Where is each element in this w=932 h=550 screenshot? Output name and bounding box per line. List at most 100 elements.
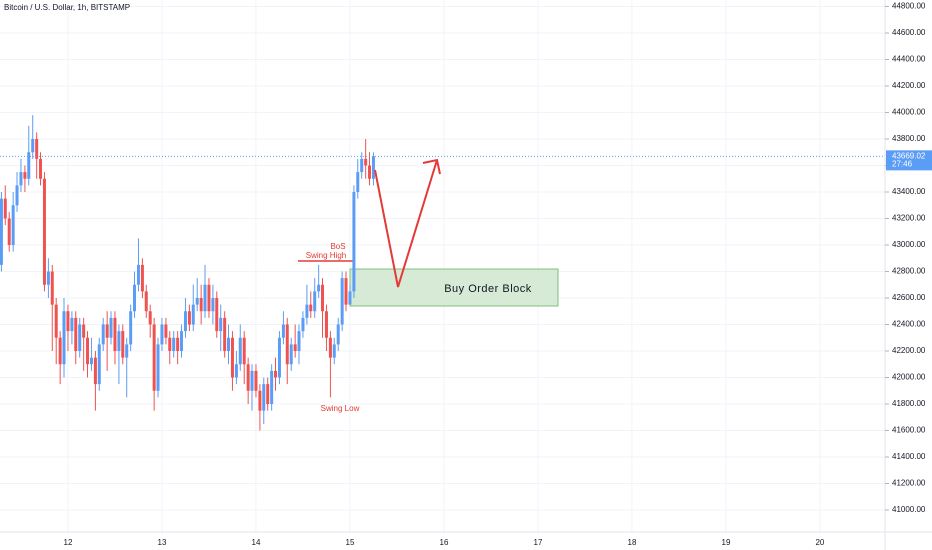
candle-body [164, 324, 168, 338]
candle-body [371, 156, 375, 179]
y-tick-label: 43800.00 [892, 134, 926, 143]
candle-body [321, 284, 325, 312]
candle-body [297, 331, 301, 352]
candle-body [328, 337, 332, 358]
y-tick-label: 41800.00 [892, 399, 926, 408]
y-tick-label: 42600.00 [892, 293, 926, 302]
candle-body [39, 158, 43, 179]
candle-body [70, 317, 74, 332]
candle-body [250, 370, 254, 391]
candle-body [23, 172, 27, 179]
candle-body [180, 331, 184, 352]
candle-body [281, 324, 285, 338]
x-tick-label: 16 [440, 538, 449, 547]
candle-body [191, 304, 195, 325]
candle-body [3, 198, 7, 219]
candle-body [82, 324, 86, 338]
candle-body [301, 317, 305, 332]
candle-body [340, 278, 344, 325]
candle-body [203, 284, 207, 312]
candle-body [109, 317, 113, 338]
candle-body [242, 337, 246, 365]
candle-body [348, 291, 352, 305]
y-tick-label: 44400.00 [892, 55, 926, 64]
axes: 41000.00 41200.00 41400.00 41600.00 41800.00… [64, 2, 932, 547]
candle-body [368, 165, 372, 179]
candle-body [101, 324, 105, 345]
candle-body [289, 344, 293, 365]
x-tick-label: 15 [346, 538, 355, 547]
candle-body [15, 185, 19, 206]
last-price-box [886, 150, 932, 171]
order-block-zone [349, 268, 559, 307]
x-tick-label: 14 [252, 538, 261, 547]
candle-body [129, 311, 133, 345]
order-block-label: Buy Order Block [444, 283, 532, 295]
candle-body [176, 337, 180, 352]
candle-body [0, 198, 3, 265]
countdown-label: 27:46 [892, 159, 913, 168]
candle-body [117, 331, 121, 352]
candle-body [66, 311, 70, 332]
candle-body [86, 337, 90, 365]
candle-body [89, 357, 93, 365]
candle-body [238, 337, 242, 365]
x-tick-label: 13 [158, 538, 167, 547]
candle-body [35, 138, 39, 159]
candle-body [223, 317, 227, 352]
last-price-label: 43669.02 [892, 151, 926, 160]
candle-body [332, 344, 336, 358]
candle-body [305, 304, 309, 318]
candle-body [356, 172, 360, 192]
candle-body [199, 297, 203, 312]
candle-body [313, 291, 317, 312]
candle-body [42, 178, 46, 285]
candle-body [58, 337, 62, 365]
candles [0, 115, 885, 431]
y-tick-label: 43200.00 [892, 214, 926, 223]
candle-body [50, 271, 54, 305]
y-tick-label: 42400.00 [892, 320, 926, 329]
candle-body [160, 324, 164, 345]
x-tick-label: 18 [628, 538, 637, 547]
y-tick-label: 43400.00 [892, 187, 926, 196]
candle-body [234, 364, 238, 378]
candle-body [31, 138, 35, 153]
candle-body [215, 297, 219, 332]
y-tick-label: 42200.00 [892, 346, 926, 355]
candle-body [78, 324, 82, 352]
candle-body [262, 384, 266, 411]
candle-body [183, 311, 187, 332]
y-tick-label: 44600.00 [892, 28, 926, 37]
candle-body [285, 324, 289, 365]
y-tick-label: 44000.00 [892, 108, 926, 117]
candle-body [172, 337, 176, 352]
candle-body [324, 311, 328, 338]
candle-body [254, 370, 258, 391]
candle-body [195, 297, 199, 305]
candle-body [219, 317, 223, 332]
candle-body [266, 384, 270, 405]
x-tick-label: 19 [722, 538, 731, 547]
y-tick-label: 42800.00 [892, 267, 926, 276]
candle-body [352, 191, 356, 292]
y-tick-label: 42000.00 [892, 373, 926, 382]
candle-body [7, 218, 11, 245]
candle-body [360, 158, 364, 173]
candle-body [19, 172, 23, 186]
candle-body [309, 304, 313, 312]
candle-body [207, 284, 211, 312]
candle-body [344, 278, 348, 305]
candle-body [105, 324, 109, 338]
candle-body [148, 311, 152, 325]
x-tick-label: 12 [64, 538, 73, 547]
candle-body [97, 344, 101, 385]
candle-body [133, 284, 137, 312]
y-tick-label: 44800.00 [892, 2, 926, 11]
candle-body [168, 337, 172, 352]
candle-body [74, 317, 78, 352]
candle-body [46, 271, 50, 285]
candle-body [227, 337, 231, 352]
y-tick-label: 41400.00 [892, 452, 926, 461]
